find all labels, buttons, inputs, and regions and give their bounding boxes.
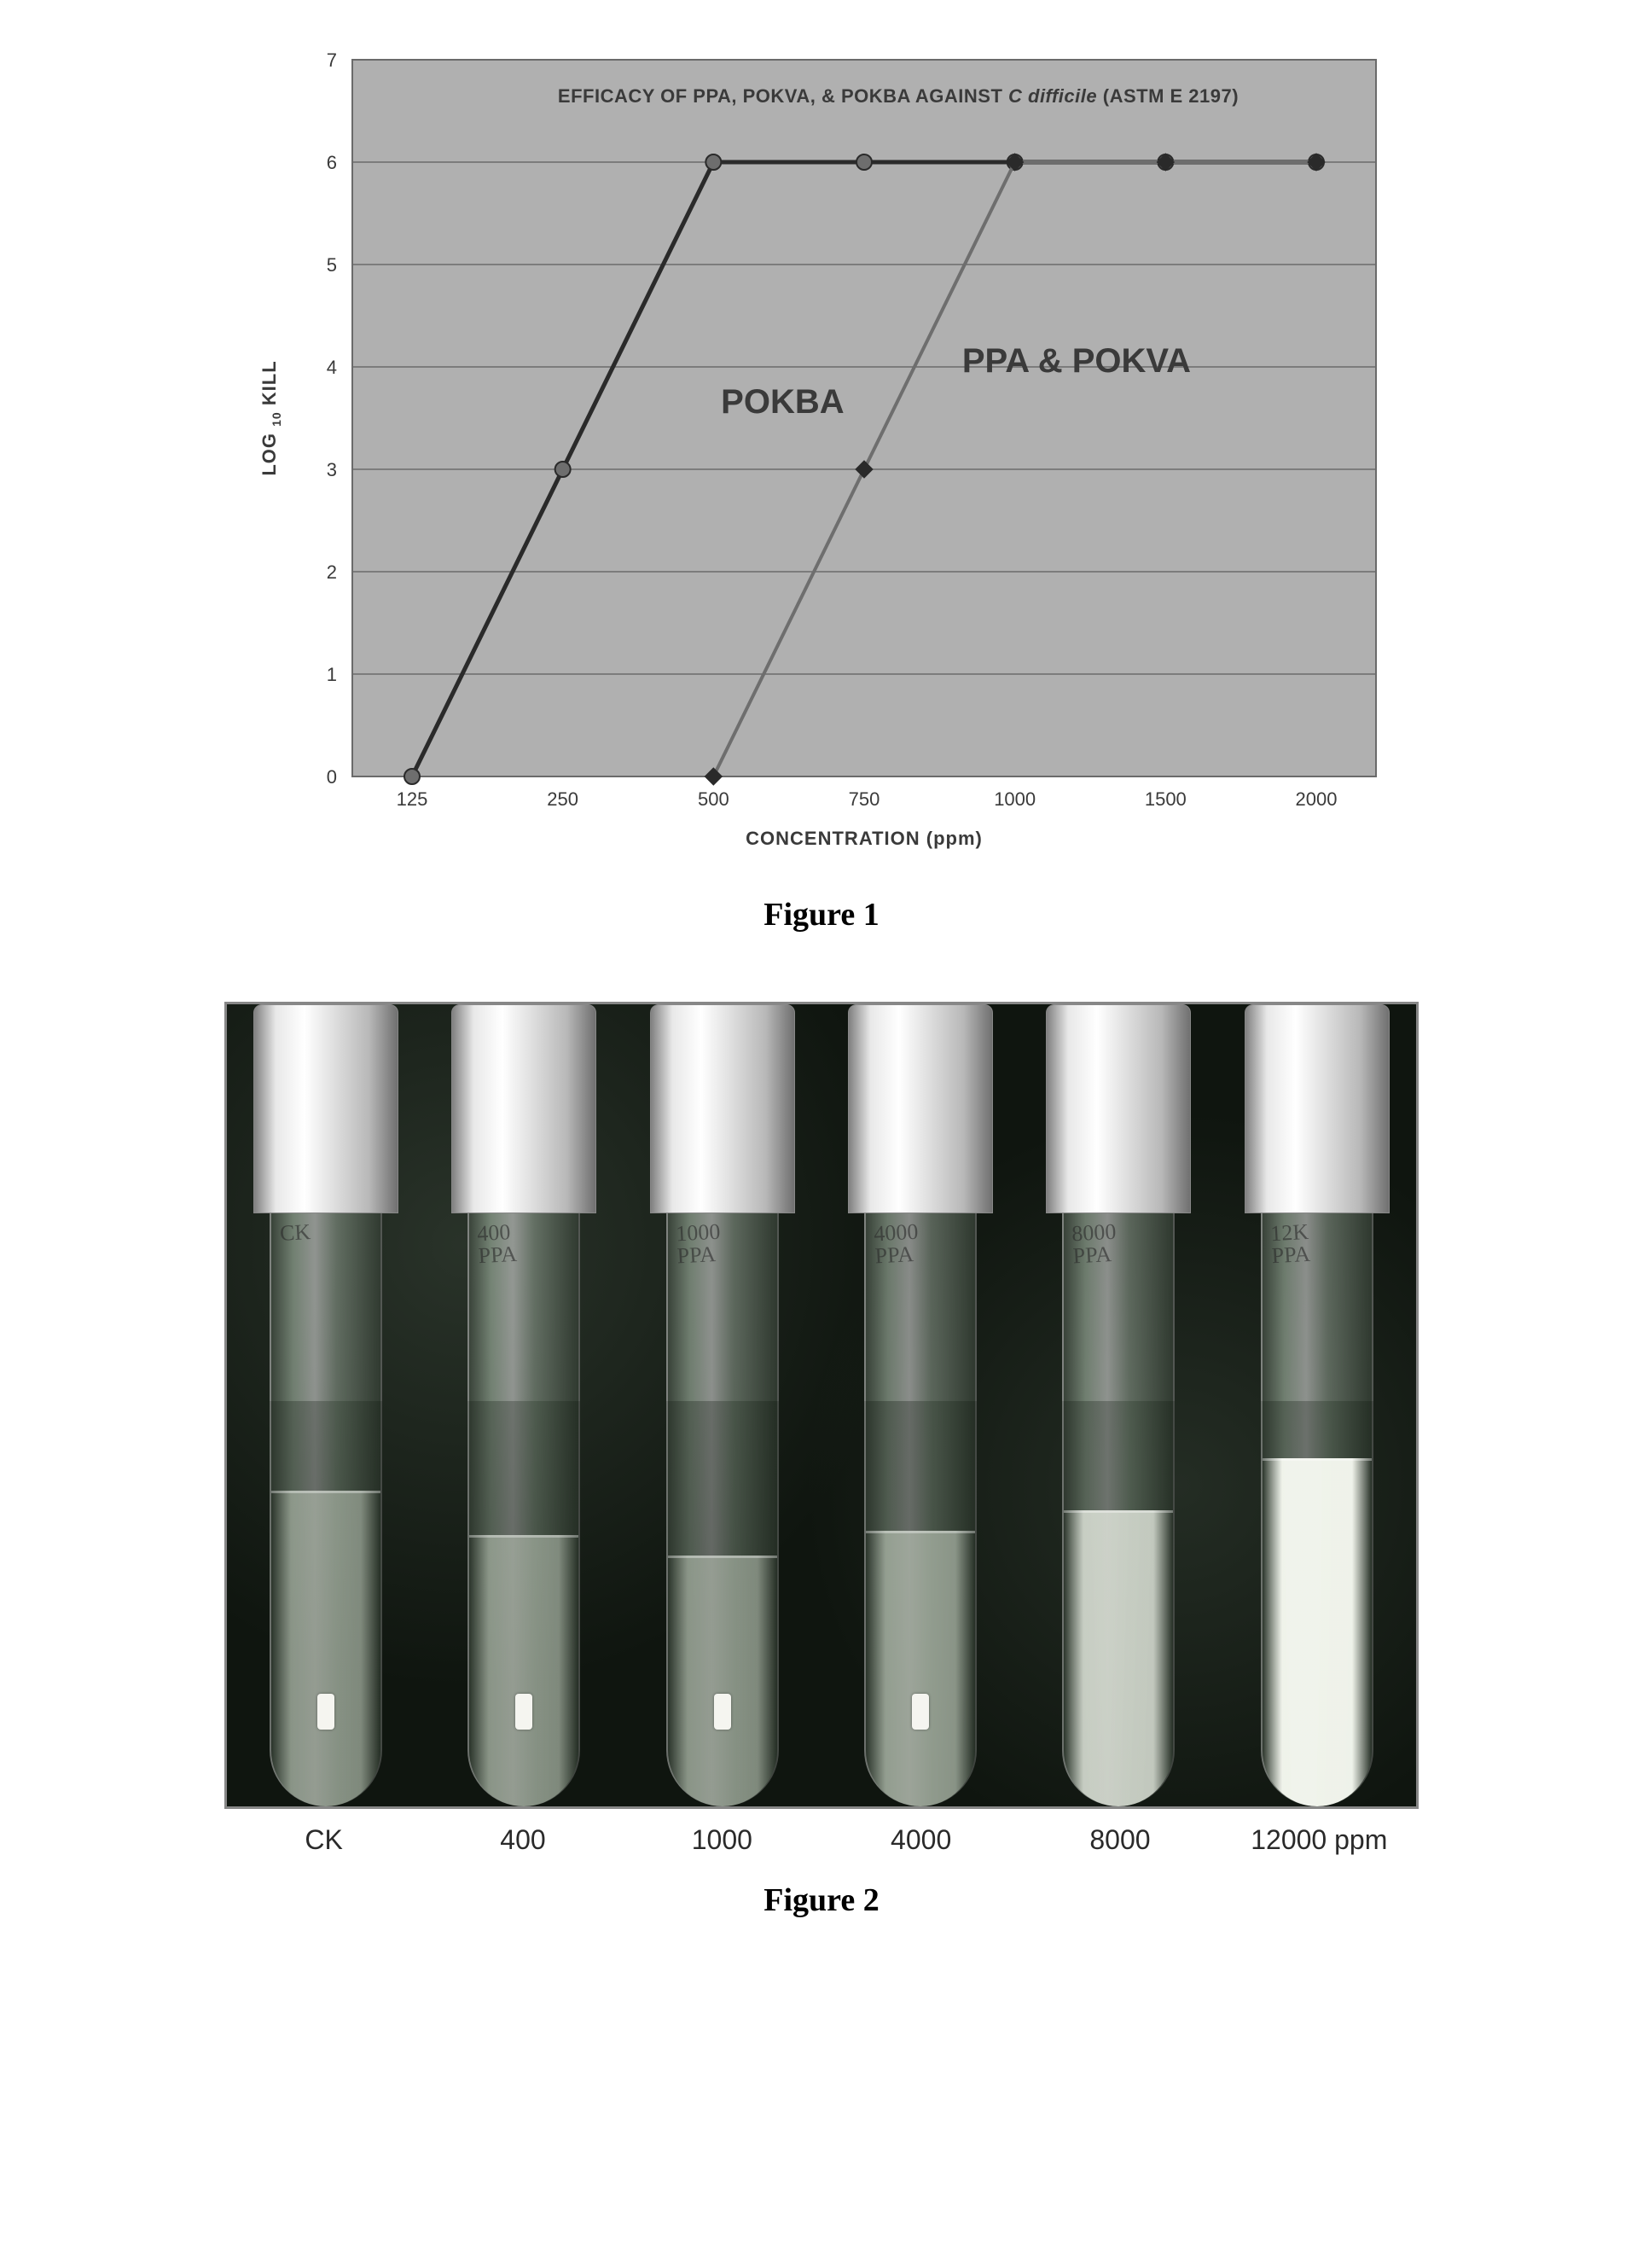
tube-neck: 8000 PPA [1062, 1213, 1175, 1401]
test-tube: 12K PPA [1245, 1004, 1390, 1806]
x-tick-label: 750 [849, 788, 880, 810]
tubes-x-labels: CK 400 1000 4000 8000 12000 ppm [224, 1824, 1419, 1856]
tube-liquid [1064, 1510, 1173, 1806]
tube-neck: CK [270, 1213, 382, 1401]
stir-bar [515, 1694, 532, 1730]
tube-handwritten-label: 4000 PPA [874, 1221, 920, 1268]
tube-cap [1245, 1004, 1390, 1213]
tube-handwritten-label: CK [280, 1221, 311, 1245]
test-tube: CK [253, 1004, 398, 1806]
tube-liquid [469, 1535, 578, 1806]
test-tube: 4000 PPA [848, 1004, 993, 1806]
marker-circle [555, 462, 571, 477]
efficacy-chart: 0 1 2 3 4 5 6 7 125 250 500 750 1000 1500 2000 CONCENTR… [224, 34, 1419, 870]
tube-x-label: CK [252, 1824, 397, 1856]
tubes-panel: CK 400 PPA 1000 PPA 4000 PPA 8000 PPA 12K PPA [224, 1002, 1419, 1809]
tube-handwritten-label: 1000 PPA [675, 1221, 722, 1268]
x-tick-label: 2000 [1296, 788, 1338, 810]
x-tick-label: 250 [547, 788, 578, 810]
test-tube: 8000 PPA [1046, 1004, 1191, 1806]
tube-neck: 400 PPA [467, 1213, 580, 1401]
x-axis-title: CONCENTRATION (ppm) [746, 828, 983, 849]
x-tick-label: 1500 [1145, 788, 1187, 810]
tube-liquid [271, 1491, 380, 1807]
tube-cap [848, 1004, 993, 1213]
chart-title: EFFICACY OF PPA, POKVA, & POKBA AGAINST … [558, 85, 1239, 107]
series-label: POKBA [721, 383, 844, 421]
tube-cap [253, 1004, 398, 1213]
tube-body [270, 1401, 382, 1806]
tube-body [666, 1401, 779, 1806]
tube-handwritten-label: 12K PPA [1269, 1221, 1310, 1267]
figure-1: 0 1 2 3 4 5 6 7 125 250 500 750 1000 1500 2000 CONCENTR… [102, 34, 1541, 933]
tube-body [1062, 1401, 1175, 1806]
y-tick-label: 6 [327, 152, 337, 173]
stir-bar [317, 1694, 334, 1730]
figure-1-caption: Figure 1 [102, 896, 1541, 933]
tube-neck: 1000 PPA [666, 1213, 779, 1401]
tube-x-label: 400 [450, 1824, 595, 1856]
tube-cap [1046, 1004, 1191, 1213]
tube-liquid [866, 1531, 975, 1806]
tube-body [1261, 1401, 1373, 1806]
chart-svg: 0 1 2 3 4 5 6 7 125 250 500 750 1000 1500 2000 CONCENTR… [224, 34, 1419, 870]
tube-cap [451, 1004, 596, 1213]
series-label: PPA & POKVA [962, 342, 1191, 380]
tube-handwritten-label: 8000 PPA [1071, 1221, 1118, 1268]
figure-2: CK 400 PPA 1000 PPA 4000 PPA 8000 PPA 12K PPA… [102, 1002, 1541, 1919]
y-tick-label: 3 [327, 459, 337, 480]
figure-2-caption: Figure 2 [102, 1881, 1541, 1919]
tube-x-label: 12000 ppm [1246, 1824, 1391, 1856]
tubes-photo-area: CK 400 PPA 1000 PPA 4000 PPA 8000 PPA 12K PPA [227, 1004, 1416, 1806]
stir-bar [912, 1694, 929, 1730]
tube-x-label: 4000 [849, 1824, 994, 1856]
y-axis-title: LOG 10 KILL [258, 360, 283, 475]
marker-circle [404, 769, 420, 784]
y-tick-label: 2 [327, 561, 337, 583]
tube-x-label: 8000 [1048, 1824, 1193, 1856]
test-tube: 400 PPA [451, 1004, 596, 1806]
tube-neck: 12K PPA [1261, 1213, 1373, 1401]
tube-cap [650, 1004, 795, 1213]
y-tick-label: 1 [327, 664, 337, 685]
stir-bar [714, 1694, 731, 1730]
x-tick-label: 1000 [994, 788, 1036, 810]
x-tick-label: 125 [397, 788, 428, 810]
tube-x-label: 1000 [649, 1824, 794, 1856]
tube-body [864, 1401, 977, 1806]
x-tick-label: 500 [698, 788, 729, 810]
marker-circle [705, 154, 721, 170]
tube-liquid [1263, 1458, 1372, 1807]
y-tick-label: 0 [327, 766, 337, 788]
tube-handwritten-label: 400 PPA [477, 1221, 518, 1267]
y-tick-label: 4 [327, 357, 337, 378]
tube-liquid [668, 1556, 777, 1807]
marker-circle [856, 154, 872, 170]
tube-neck: 4000 PPA [864, 1213, 977, 1401]
tube-body [467, 1401, 580, 1806]
y-tick-label: 5 [327, 254, 337, 276]
y-tick-label: 7 [327, 49, 337, 71]
test-tube: 1000 PPA [650, 1004, 795, 1806]
